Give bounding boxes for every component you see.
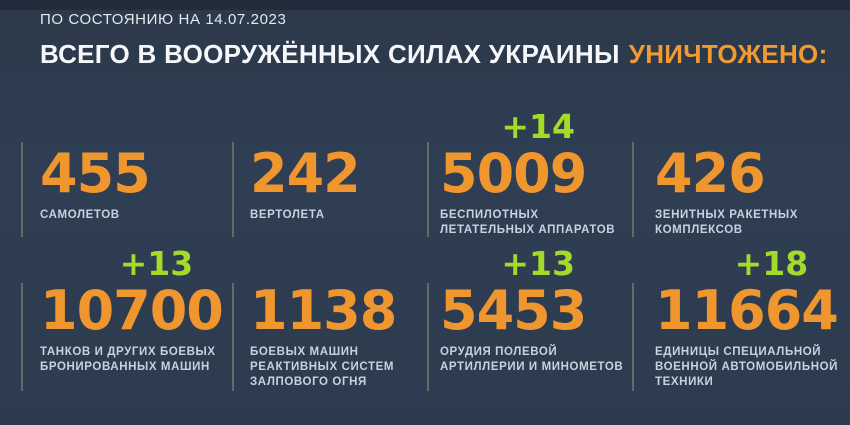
date-line: ПО СОСТОЯНИЮ НА 14.07.2023 xyxy=(40,11,287,28)
column-divider xyxy=(21,142,23,237)
stat-number-block: 242 xyxy=(250,147,361,201)
stat-value: 1138 xyxy=(250,279,397,342)
stat-label: ЕДИНИЦЫ СПЕЦИАЛЬНОЙ ВОЕННОЙ АВТОМОБИЛЬНО… xyxy=(655,346,839,389)
column-divider xyxy=(632,142,634,237)
stat-number-block: +18 11664 xyxy=(655,247,839,338)
title-accent-text: УНИЧТОЖЕНО: xyxy=(628,39,828,69)
stat-number-block: 426 xyxy=(655,147,766,201)
stat-delta: +14 xyxy=(501,107,575,146)
stat-cell-aircraft: 455 САМОЛЕТОВ xyxy=(40,147,245,223)
stat-label: ВЕРТОЛЕТА xyxy=(250,209,325,221)
stat-number-block: +14 5009 xyxy=(440,110,587,201)
column-divider xyxy=(232,283,234,391)
stat-cell-helicopters: 242 ВЕРТОЛЕТА xyxy=(250,147,455,223)
stat-value: 5453 xyxy=(440,279,587,342)
column-divider xyxy=(632,283,634,391)
stat-delta: +13 xyxy=(119,244,194,283)
top-band xyxy=(0,0,850,10)
stat-delta: +13 xyxy=(501,244,575,283)
stat-label: ОРУДИЯ ПОЛЕВОЙ АРТИЛЛЕРИИ И МИНОМЕТОВ xyxy=(440,346,624,374)
title-main-text: ВСЕГО В ВООРУЖЁННЫХ СИЛАХ УКРАИНЫ xyxy=(40,39,620,69)
stat-value: 242 xyxy=(250,142,361,205)
stat-cell-military-vehicles: +18 11664 ЕДИНИЦЫ СПЕЦИАЛЬНОЙ ВОЕННОЙ АВ… xyxy=(655,247,850,391)
stat-label: ТАНКОВ И ДРУГИХ БОЕВЫХ БРОНИРОВАННЫХ МАШ… xyxy=(40,346,216,374)
stat-value: 10700 xyxy=(40,279,224,342)
stat-cell-uavs: +14 5009 БЕСПИЛОТНЫХ ЛЕТАТЕЛЬНЫХ АППАРАТ… xyxy=(440,110,645,238)
stat-cell-artillery: +13 5453 ОРУДИЯ ПОЛЕВОЙ АРТИЛЛЕРИИ И МИН… xyxy=(440,247,645,375)
stat-number-block: +13 10700 xyxy=(40,247,224,338)
stat-number-block: 1138 xyxy=(250,284,397,338)
column-divider xyxy=(232,142,234,237)
stat-value: 11664 xyxy=(655,279,839,342)
column-divider xyxy=(21,283,23,391)
stat-label: БЕСПИЛОТНЫХ ЛЕТАТЕЛЬНЫХ АППАРАТОВ xyxy=(440,209,616,237)
stat-label: ЗЕНИТНЫХ РАКЕТНЫХ КОМПЛЕКСОВ xyxy=(655,209,799,237)
stat-label: САМОЛЕТОВ xyxy=(40,209,120,221)
column-divider xyxy=(427,142,429,237)
page-title: ВСЕГО В ВООРУЖЁННЫХ СИЛАХ УКРАИНЫ УНИЧТОЖ… xyxy=(40,39,828,70)
stat-number-block: 455 xyxy=(40,147,151,201)
column-divider xyxy=(427,283,429,391)
stat-value: 5009 xyxy=(440,142,587,205)
stat-value: 426 xyxy=(655,142,766,205)
stat-label: БОЕВЫХ МАШИН РЕАКТИВНЫХ СИСТЕМ ЗАЛПОВОГО… xyxy=(250,346,395,389)
stat-cell-mlrs: 1138 БОЕВЫХ МАШИН РЕАКТИВНЫХ СИСТЕМ ЗАЛП… xyxy=(250,284,455,391)
stat-value: 455 xyxy=(40,142,151,205)
stat-cell-tanks: +13 10700 ТАНКОВ И ДРУГИХ БОЕВЫХ БРОНИРО… xyxy=(40,247,245,375)
stat-cell-sam-systems: 426 ЗЕНИТНЫХ РАКЕТНЫХ КОМПЛЕКСОВ xyxy=(655,147,850,238)
stat-delta: +18 xyxy=(734,244,809,283)
stat-number-block: +13 5453 xyxy=(440,247,587,338)
